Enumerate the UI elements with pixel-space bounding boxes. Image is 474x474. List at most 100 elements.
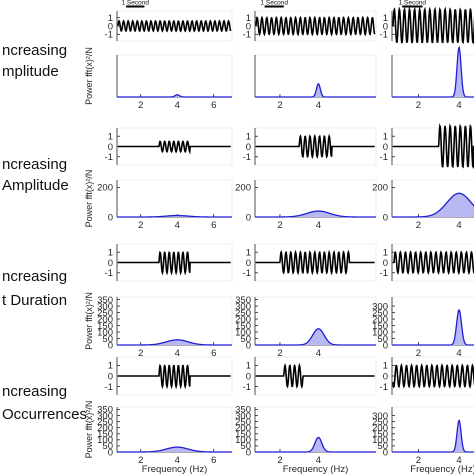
wave-y-tick-label: 1 [108, 13, 113, 24]
spectrum-y-tick-label: 200 [235, 183, 251, 194]
spectrum-line [117, 214, 232, 218]
spectrum-x-tick-label: 4 [456, 455, 461, 466]
wave-y-tick-label: 1 [108, 132, 113, 143]
spectrum-y-tick-label: 150 [97, 429, 113, 440]
spectrum-y-tick-label: 300 [97, 411, 113, 422]
wave-line [392, 6, 474, 45]
spectrum-y-tick-label: 200 [372, 423, 388, 434]
wave-y-tick-label: 1 [246, 13, 251, 24]
row-label: mplitude [2, 63, 59, 80]
spectrum-area [117, 339, 232, 345]
row-label: ncreasing [2, 383, 67, 400]
spectrum-x-tick-label: 4 [456, 348, 461, 359]
spectrum-line [392, 309, 474, 346]
spectrum-line [392, 45, 474, 98]
wave-line [118, 250, 231, 276]
spectrum-y-tick-label: 0 [383, 340, 388, 351]
spectrum-y-tick-label: 350 [97, 295, 113, 306]
spectrum-x-tick-label: 6 [211, 100, 216, 111]
wave-line [117, 19, 232, 33]
wave-y-tick-label: 1 [383, 13, 388, 24]
spectrum-x-tick-label: 6 [211, 220, 216, 231]
spectrum-axes-frame [116, 54, 233, 98]
wave-line [256, 249, 375, 276]
row-label: Occurrences [2, 406, 87, 423]
wave-line [256, 133, 375, 160]
wave-y-tick-label: 0 [246, 21, 251, 32]
spectrum-y-tick-label: 100 [97, 327, 113, 338]
spectrum-y-tick-label: 200 [372, 314, 388, 325]
wave-y-tick-label: -1 [380, 268, 388, 279]
wave-y-tick-label: -1 [243, 152, 251, 163]
spectrum-y-tick-label: 50 [240, 441, 251, 452]
spectrum-y-tick-label: 0 [108, 447, 113, 458]
spectrum-y-tick-label: 0 [108, 340, 113, 351]
spectrum-y-tick-label: 250 [235, 417, 251, 428]
spectrum-y-tick-label: 100 [235, 327, 251, 338]
spectrum-axes-frame [116, 179, 233, 218]
spectrum-y-tick-label: 250 [97, 417, 113, 428]
spectrum-y-tick-label: 0 [108, 212, 113, 223]
wave-y-tick-label: 1 [246, 248, 251, 259]
spectrum-y-tick-label: 150 [372, 321, 388, 332]
row-label: t Duration [2, 292, 67, 309]
spectrum-y-tick-label: 300 [372, 411, 388, 422]
spectrum-x-tick-label: 4 [316, 220, 321, 231]
spectrum-x-tick-label: 2 [277, 220, 282, 231]
spectrum-x-tick-label: 2 [138, 220, 143, 231]
wave-y-tick-label: -1 [380, 30, 388, 41]
wave-y-tick-label: 0 [246, 371, 251, 382]
spectrum-x-tick-label: 2 [138, 455, 143, 466]
spectrum-x-tick-label: 4 [456, 220, 461, 231]
spectrum-y-tick-label: 150 [372, 429, 388, 440]
spectrum-y-tick-label: 300 [235, 411, 251, 422]
spectrum-y-tick-label: 200 [235, 314, 251, 325]
spectrum-line [117, 446, 232, 453]
wave-y-tick-label: 1 [108, 248, 113, 259]
spectrum-y-tick-label: 350 [97, 405, 113, 416]
spectrum-x-tick-label: 2 [138, 100, 143, 111]
wave-y-tick-label: 1 [246, 361, 251, 372]
scale-bar-label: 1 Second [260, 0, 288, 7]
wave-y-tick-label: -1 [105, 268, 113, 279]
spectrum-axes-frame [116, 296, 233, 346]
wave-line [393, 249, 474, 276]
spectrum-x-tick-label: 4 [316, 348, 321, 359]
wave-y-tick-label: -1 [105, 382, 113, 393]
spectrum-y-tick-label: 250 [97, 308, 113, 319]
spectrum-area [392, 310, 474, 345]
wave-y-tick-label: 0 [383, 258, 388, 269]
scale-bar-label: 1 Second [122, 0, 150, 7]
spectrum-x-tick-label: 4 [175, 220, 180, 231]
wave-y-tick-label: 1 [383, 132, 388, 143]
spectrum-x-tick-label: 2 [416, 455, 421, 466]
wave-y-tick-label: 0 [108, 21, 113, 32]
spectrum-y-tick-label: 150 [97, 321, 113, 332]
spectrum-line [117, 339, 232, 346]
spectrum-y-tick-label: 100 [372, 435, 388, 446]
wave-y-tick-label: 0 [383, 371, 388, 382]
spectrum-x-tick-label: 4 [456, 100, 461, 111]
wave-y-tick-label: 1 [246, 132, 251, 143]
wave-y-tick-label: -1 [105, 30, 113, 41]
spectrum-x-tick-label: 6 [211, 348, 216, 359]
spectrum-x-tick-label: 4 [175, 455, 180, 466]
spectrum-y-tick-label: 200 [97, 423, 113, 434]
spectrum-line [255, 328, 376, 346]
spectrum-y-tick-label: 150 [235, 429, 251, 440]
row-label: ncreasing [2, 42, 67, 59]
wave-y-tick-label: 0 [383, 142, 388, 153]
spectrum-line [255, 82, 376, 98]
wave-y-tick-label: -1 [243, 382, 251, 393]
wave-y-tick-label: 0 [246, 142, 251, 153]
spectrum-x-tick-label: 2 [277, 100, 282, 111]
spectrum-y-tick-label: 0 [383, 447, 388, 458]
spectrum-y-tick-label: 150 [235, 321, 251, 332]
